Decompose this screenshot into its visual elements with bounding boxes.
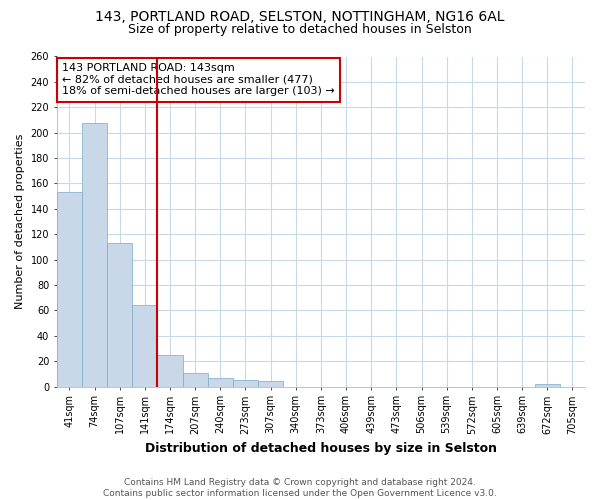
Bar xyxy=(82,122,107,386)
X-axis label: Distribution of detached houses by size in Selston: Distribution of detached houses by size … xyxy=(145,442,497,455)
Bar xyxy=(182,372,208,386)
Text: Size of property relative to detached houses in Selston: Size of property relative to detached ho… xyxy=(128,22,472,36)
Bar xyxy=(208,378,233,386)
Bar xyxy=(233,380,258,386)
Text: Contains HM Land Registry data © Crown copyright and database right 2024.
Contai: Contains HM Land Registry data © Crown c… xyxy=(103,478,497,498)
Bar xyxy=(535,384,560,386)
Bar xyxy=(258,382,283,386)
Y-axis label: Number of detached properties: Number of detached properties xyxy=(15,134,25,309)
Bar xyxy=(132,306,157,386)
Bar xyxy=(157,355,182,386)
Bar xyxy=(57,192,82,386)
Text: 143 PORTLAND ROAD: 143sqm
← 82% of detached houses are smaller (477)
18% of semi: 143 PORTLAND ROAD: 143sqm ← 82% of detac… xyxy=(62,63,335,96)
Text: 143, PORTLAND ROAD, SELSTON, NOTTINGHAM, NG16 6AL: 143, PORTLAND ROAD, SELSTON, NOTTINGHAM,… xyxy=(95,10,505,24)
Bar xyxy=(107,243,132,386)
